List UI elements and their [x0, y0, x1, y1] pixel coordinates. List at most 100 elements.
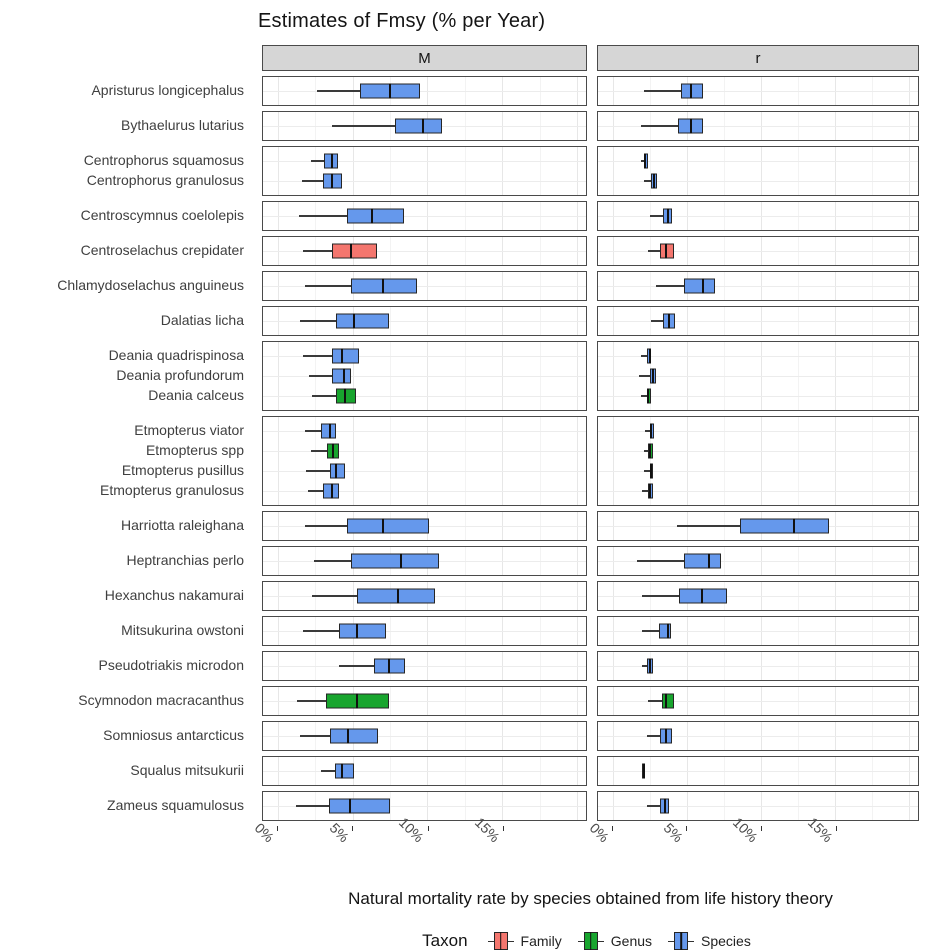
median-line — [344, 388, 347, 404]
median-line — [348, 798, 351, 814]
species-label: Harriotta raleighana — [121, 517, 244, 533]
whisker-line — [643, 470, 650, 472]
row-gridline — [263, 321, 586, 322]
box-iqr — [683, 278, 716, 294]
axis-tick-mark — [611, 826, 613, 831]
facet-panel-r — [597, 616, 919, 646]
row-gridline — [598, 806, 918, 807]
species-label: Scymnodon macracanthus — [78, 692, 244, 708]
whisker-line — [648, 250, 661, 252]
box-iqr — [357, 588, 435, 604]
facet-panel-r — [597, 146, 919, 196]
boxplot-row — [263, 421, 586, 441]
whisker-line — [640, 160, 644, 162]
legend-key-median — [499, 932, 502, 950]
x-axis-m: 0% 5% 10% 15% — [251, 814, 587, 882]
boxplot-row — [263, 691, 586, 711]
median-line — [644, 153, 647, 169]
axis-tick-mark — [835, 826, 837, 831]
whisker-line — [316, 90, 361, 92]
row-gridline — [598, 216, 918, 217]
row-gridline — [598, 596, 918, 597]
species-label: Centroselachus crepidater — [80, 242, 244, 258]
median-line — [335, 463, 338, 479]
whisker-line — [331, 125, 395, 127]
row-gridline — [263, 666, 586, 667]
boxplot-row — [598, 241, 918, 261]
median-line — [396, 588, 399, 604]
box-iqr — [334, 763, 355, 779]
row-gridline — [263, 161, 586, 162]
minor-gridline — [315, 147, 317, 195]
axis-tick-mark — [277, 826, 279, 831]
facet-panel-r — [597, 416, 919, 506]
species-label: Centrophorus granulosus — [86, 172, 244, 188]
whisker-line — [643, 90, 681, 92]
facet-panel-m — [262, 546, 587, 576]
minor-gridline — [390, 417, 392, 505]
row-gridline — [598, 771, 918, 772]
whisker-line — [310, 160, 325, 162]
boxplot-row — [263, 386, 586, 406]
boxplot-row — [598, 311, 918, 331]
whisker-line — [301, 180, 323, 182]
species-label: Heptranchias perlo — [126, 552, 244, 568]
species-label-group: Centrophorus squamosus Centrophorus granu… — [4, 146, 252, 194]
boxplot-row — [263, 206, 586, 226]
major-gridline — [502, 147, 504, 195]
median-line — [650, 463, 653, 479]
row-gridline — [263, 471, 586, 472]
median-line — [647, 388, 650, 404]
median-line — [371, 208, 374, 224]
facet-panel-r — [597, 756, 919, 786]
axis-tick-label: 0% — [251, 819, 278, 846]
species-label: Dalatias licha — [160, 312, 244, 328]
legend-entry-genus: Genus — [577, 931, 652, 951]
species-label-group: Zameus squamulosus — [4, 791, 252, 819]
median-line — [356, 693, 359, 709]
axis-tick-label: 5% — [660, 819, 687, 846]
median-line — [666, 623, 669, 639]
facet-panel-m — [262, 271, 587, 301]
median-line — [353, 313, 356, 329]
boxplot-row — [263, 516, 586, 536]
median-line — [648, 443, 651, 459]
panel-group: Centroscymnus coelolepis — [4, 201, 926, 231]
row-gridline — [263, 286, 586, 287]
panel-group: Pseudotriakis microdon — [4, 651, 926, 681]
boxplot-row — [598, 461, 918, 481]
species-label: Squalus mitsukurii — [130, 762, 244, 778]
row-gridline — [598, 161, 918, 162]
major-gridline — [835, 147, 837, 195]
minor-gridline — [798, 147, 799, 195]
minor-gridline — [872, 147, 874, 195]
median-line — [381, 278, 384, 294]
facet-panel-m — [262, 236, 587, 266]
boxplot-row — [263, 116, 586, 136]
whisker-line — [636, 560, 684, 562]
boxplot-row — [598, 206, 918, 226]
median-line — [665, 728, 668, 744]
row-gridline — [263, 736, 586, 737]
boxplot-row — [598, 386, 918, 406]
species-label-group: Etmopterus viator Etmopterus spp Etmopteru… — [4, 416, 252, 504]
major-gridline — [686, 417, 688, 505]
whisker-line — [676, 525, 741, 527]
minor-gridline — [464, 417, 466, 505]
facet-panel-r — [597, 111, 919, 141]
axis-tick-mark — [760, 826, 762, 831]
whisker-line — [651, 320, 664, 322]
boxplot-row — [598, 726, 918, 746]
panel-group: Etmopterus viator Etmopterus spp Etmopteru… — [4, 416, 926, 506]
whisker-line — [642, 490, 649, 492]
boxplot-row — [263, 441, 586, 461]
species-label: Etmopterus viator — [134, 422, 244, 438]
box-iqr — [336, 313, 389, 329]
median-line — [422, 118, 424, 134]
facet-panel-m — [262, 686, 587, 716]
major-gridline — [760, 417, 762, 505]
x-axis-label-row: Natural mortality rate by species obtain… — [4, 887, 926, 909]
boxplot-row — [598, 116, 918, 136]
species-label-group: Deania quadrispinosa Deania profundorum De… — [4, 341, 252, 409]
species-label: Mitsukurina owstoni — [121, 622, 244, 638]
